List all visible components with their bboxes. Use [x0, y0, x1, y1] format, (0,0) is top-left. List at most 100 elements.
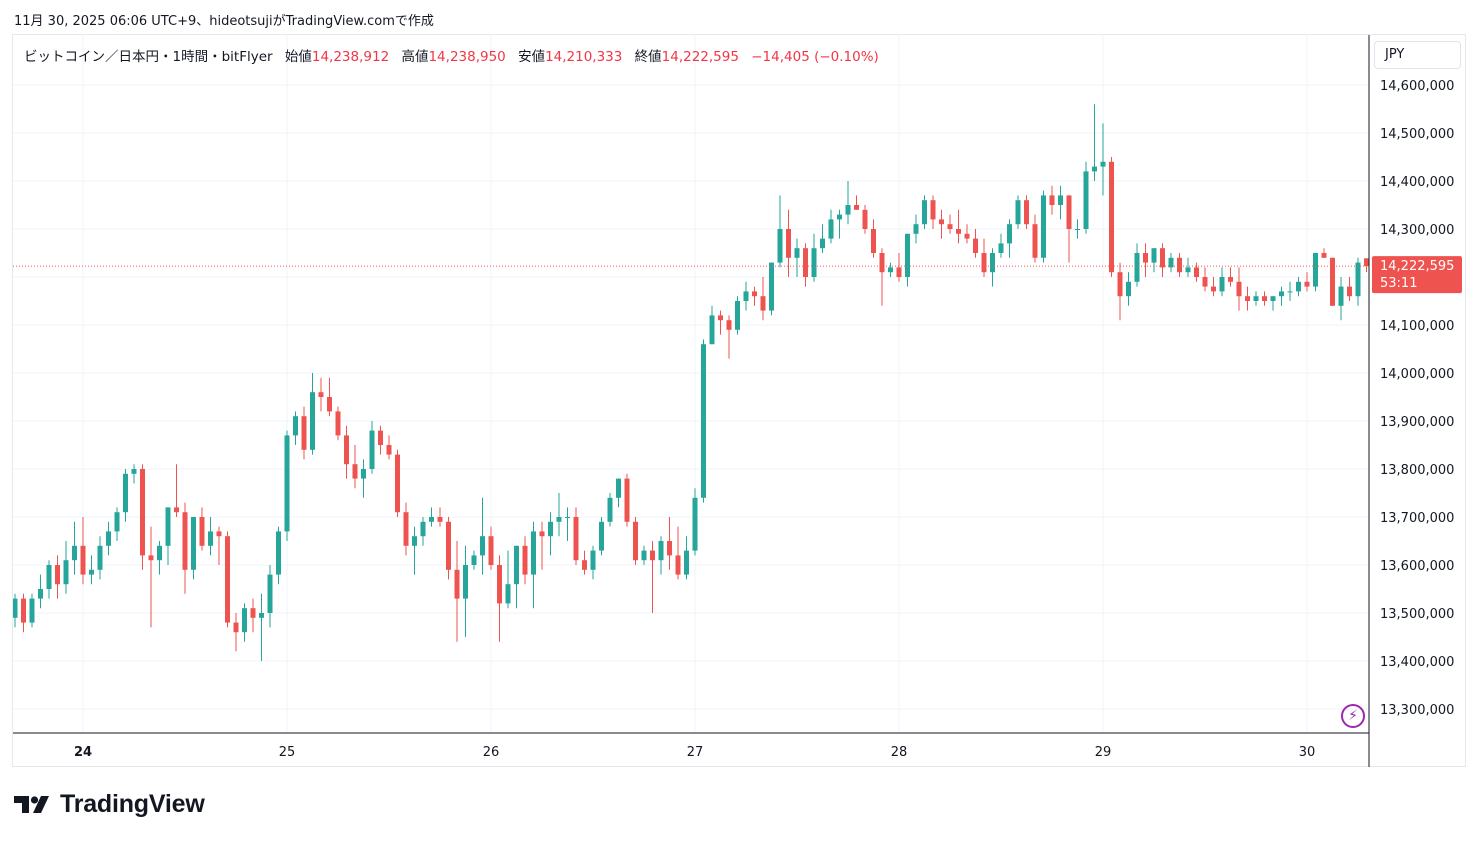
candle[interactable] — [1100, 123, 1106, 196]
candle[interactable] — [114, 507, 120, 541]
candle[interactable] — [140, 464, 145, 570]
candle[interactable] — [420, 517, 426, 546]
candle[interactable] — [1092, 104, 1097, 181]
candle[interactable] — [106, 521, 111, 556]
candle[interactable] — [1313, 253, 1318, 292]
candle[interactable] — [1253, 291, 1259, 306]
candle[interactable] — [369, 421, 375, 474]
candle[interactable] — [879, 248, 885, 306]
candle[interactable] — [55, 555, 60, 599]
candle[interactable] — [97, 536, 103, 580]
candle[interactable] — [488, 526, 494, 570]
candle[interactable] — [72, 521, 77, 575]
candle[interactable] — [301, 406, 307, 460]
candle[interactable] — [1364, 258, 1369, 273]
candle[interactable] — [837, 209, 842, 239]
candle[interactable] — [1177, 253, 1182, 277]
candle[interactable] — [820, 224, 825, 253]
candle[interactable] — [480, 497, 485, 575]
candle[interactable] — [89, 555, 94, 585]
candle[interactable] — [956, 209, 961, 244]
candle[interactable] — [1015, 195, 1021, 229]
candle[interactable] — [930, 195, 936, 229]
candle[interactable] — [38, 574, 43, 609]
candle[interactable] — [29, 593, 35, 628]
candle[interactable] — [1134, 243, 1140, 287]
candle[interactable] — [1245, 286, 1250, 311]
candle[interactable] — [514, 545, 519, 609]
candle[interactable] — [692, 488, 698, 556]
candle[interactable] — [267, 565, 273, 628]
candle[interactable] — [811, 233, 817, 282]
candle[interactable] — [1330, 257, 1335, 306]
lightning-icon[interactable]: ⚡ — [1341, 704, 1365, 728]
candle[interactable] — [973, 229, 978, 258]
candle[interactable] — [522, 536, 528, 585]
candle[interactable] — [1321, 248, 1327, 258]
candle[interactable] — [327, 377, 332, 417]
candle[interactable] — [1168, 253, 1174, 273]
candle[interactable] — [641, 545, 647, 565]
candle[interactable] — [735, 296, 740, 335]
candle[interactable] — [981, 238, 987, 277]
candle[interactable] — [429, 507, 434, 527]
candle[interactable] — [1126, 272, 1131, 306]
candle[interactable] — [633, 517, 638, 565]
candle[interactable] — [1296, 277, 1301, 297]
candle[interactable] — [1041, 190, 1046, 263]
candle[interactable] — [454, 541, 460, 642]
candle[interactable] — [1075, 219, 1080, 239]
candle[interactable] — [760, 277, 766, 321]
candle[interactable] — [556, 493, 562, 537]
candle[interactable] — [123, 469, 128, 522]
candle[interactable] — [446, 517, 451, 580]
candle[interactable] — [803, 243, 808, 287]
candle[interactable] — [1007, 219, 1012, 258]
candle[interactable] — [743, 281, 749, 311]
candle[interactable] — [1109, 157, 1114, 277]
candle[interactable] — [862, 205, 868, 234]
tradingview-logo[interactable]: TradingView — [14, 790, 205, 819]
candle[interactable] — [352, 445, 358, 489]
candle[interactable] — [148, 526, 154, 628]
candle[interactable] — [1194, 262, 1199, 282]
candle[interactable] — [590, 545, 596, 580]
candle[interactable] — [1228, 267, 1233, 287]
candle[interactable] — [165, 507, 171, 565]
candle[interactable] — [63, 541, 69, 594]
candle[interactable] — [403, 502, 409, 556]
currency-button[interactable]: JPY — [1374, 41, 1461, 69]
candle[interactable] — [1032, 214, 1038, 263]
candle[interactable] — [1083, 161, 1089, 234]
candle[interactable] — [174, 464, 179, 517]
candle[interactable] — [607, 493, 613, 527]
candle[interactable] — [573, 507, 579, 565]
candle[interactable] — [395, 449, 400, 517]
candle[interactable] — [250, 598, 256, 633]
candle[interactable] — [565, 507, 570, 541]
candle[interactable] — [769, 262, 774, 316]
candle[interactable] — [794, 238, 800, 277]
candle[interactable] — [675, 526, 681, 580]
symbol-title[interactable]: ビットコイン／日本円・1時間・bitFlyer — [24, 49, 273, 65]
candle[interactable] — [293, 411, 298, 445]
candle[interactable] — [905, 233, 910, 287]
candle[interactable] — [777, 195, 783, 268]
candle[interactable] — [922, 195, 927, 229]
candle[interactable] — [1347, 277, 1352, 301]
candle[interactable] — [548, 512, 553, 556]
candle[interactable] — [335, 406, 341, 441]
candle[interactable] — [437, 507, 443, 527]
candle[interactable] — [242, 603, 247, 642]
candle[interactable] — [616, 478, 621, 508]
candle[interactable] — [505, 550, 511, 609]
candle[interactable] — [701, 339, 706, 503]
candle[interactable] — [828, 209, 834, 244]
candle[interactable] — [199, 507, 205, 551]
candle[interactable] — [463, 545, 468, 637]
candle[interactable] — [21, 593, 26, 633]
candle[interactable] — [947, 214, 953, 234]
candle[interactable] — [1270, 296, 1276, 311]
candle[interactable] — [13, 593, 18, 628]
